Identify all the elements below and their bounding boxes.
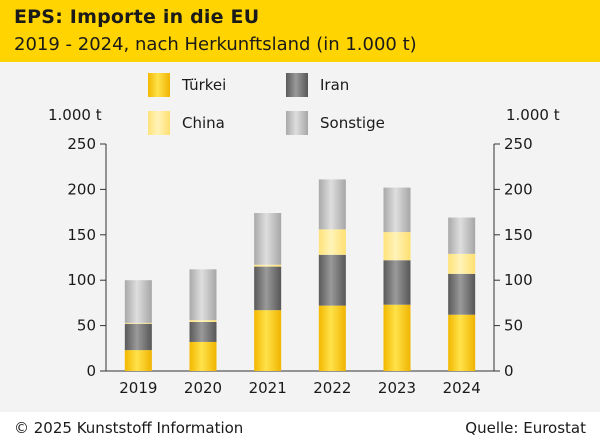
bar-2023-sonstige [383,187,411,233]
y-tick-label-right: 200 [504,180,533,198]
bar-2019-tuerkei [124,350,152,371]
y-tick-label-right: 0 [504,362,514,380]
y-tick-label-right: 150 [504,226,533,244]
bar-2020-sonstige [189,269,217,321]
bar-2021-tuerkei [254,310,282,371]
bar-2023-tuerkei [383,304,411,371]
bar-2022-china [318,229,346,255]
bar-2021-china [254,264,282,267]
bar-2024-tuerkei [448,314,476,371]
y-tick-label-left: 150 [67,226,96,244]
legend-swatch-tuerkei [148,73,170,97]
bar-2022-iran [318,254,346,306]
copyright-note: © 2025 Kunststoff Information [14,419,244,437]
legend-swatch-sonstige [286,111,308,135]
legend-label-china: China [182,114,225,132]
bar-2019-iran [124,323,152,351]
legend-swatch-china [148,111,170,135]
legend-label-iran: Iran [320,76,349,94]
legend: Türkei Iran China Sonstige [148,73,385,135]
x-tick-label-2024: 2024 [443,379,481,397]
y-tick-label-left: 250 [67,135,96,153]
bar-2024-iran [448,273,476,315]
x-tick-labels: 2019 2020 2021 2022 2023 2024 [119,379,481,397]
legend-label-sonstige: Sonstige [320,114,385,132]
y-tick-label-left: 50 [77,317,96,335]
bar-2019-sonstige [124,280,152,323]
bars [124,179,476,371]
bar-2019-china [124,322,152,324]
y-tick-label-left: 0 [86,362,96,380]
bar-2023-china [383,232,411,261]
x-tick-label-2022: 2022 [313,379,351,397]
bar-2024-china [448,253,476,274]
chart-subtitle: 2019 - 2024, nach Herkunftsland (in 1.00… [14,34,417,55]
y-tick-label-left: 200 [67,180,96,198]
bar-2022-tuerkei [318,305,346,371]
y-tick-label-right: 50 [504,317,523,335]
legend-label-tuerkei: Türkei [181,76,226,94]
header-band: EPS: Importe in die EU 2019 - 2024, nach… [0,0,600,63]
x-tick-label-2020: 2020 [184,379,222,397]
x-tick-label-2023: 2023 [378,379,416,397]
x-tick-label-2019: 2019 [119,379,157,397]
bar-2020-china [189,320,217,322]
bar-2022-sonstige [318,179,346,230]
bar-2020-iran [189,321,217,342]
source-note: Quelle: Eurostat [465,419,586,437]
bar-2021-sonstige [254,213,282,265]
axes: 0 0 50 50 100 100 150 150 200 200 250 250 [67,135,532,380]
x-tick-label-2021: 2021 [249,379,287,397]
y-tick-label-right: 250 [504,135,533,153]
bar-2023-iran [383,260,411,305]
y-tick-label-right: 100 [504,271,533,289]
y-tick-label-left: 100 [67,271,96,289]
bar-2024-sonstige [448,217,476,254]
y-axis-unit-left: 1.000 t [48,106,102,124]
chart-title: EPS: Importe in die EU [14,6,260,28]
footer: © 2025 Kunststoff Information Quelle: Eu… [0,412,600,443]
legend-swatch-iran [286,73,308,97]
bar-2021-iran [254,266,282,311]
bar-2020-tuerkei [189,341,217,371]
chart-area: Türkei Iran China Sonstige 1.000 t 1.000 t … [0,62,600,412]
y-axis-unit-right: 1.000 t [506,106,560,124]
